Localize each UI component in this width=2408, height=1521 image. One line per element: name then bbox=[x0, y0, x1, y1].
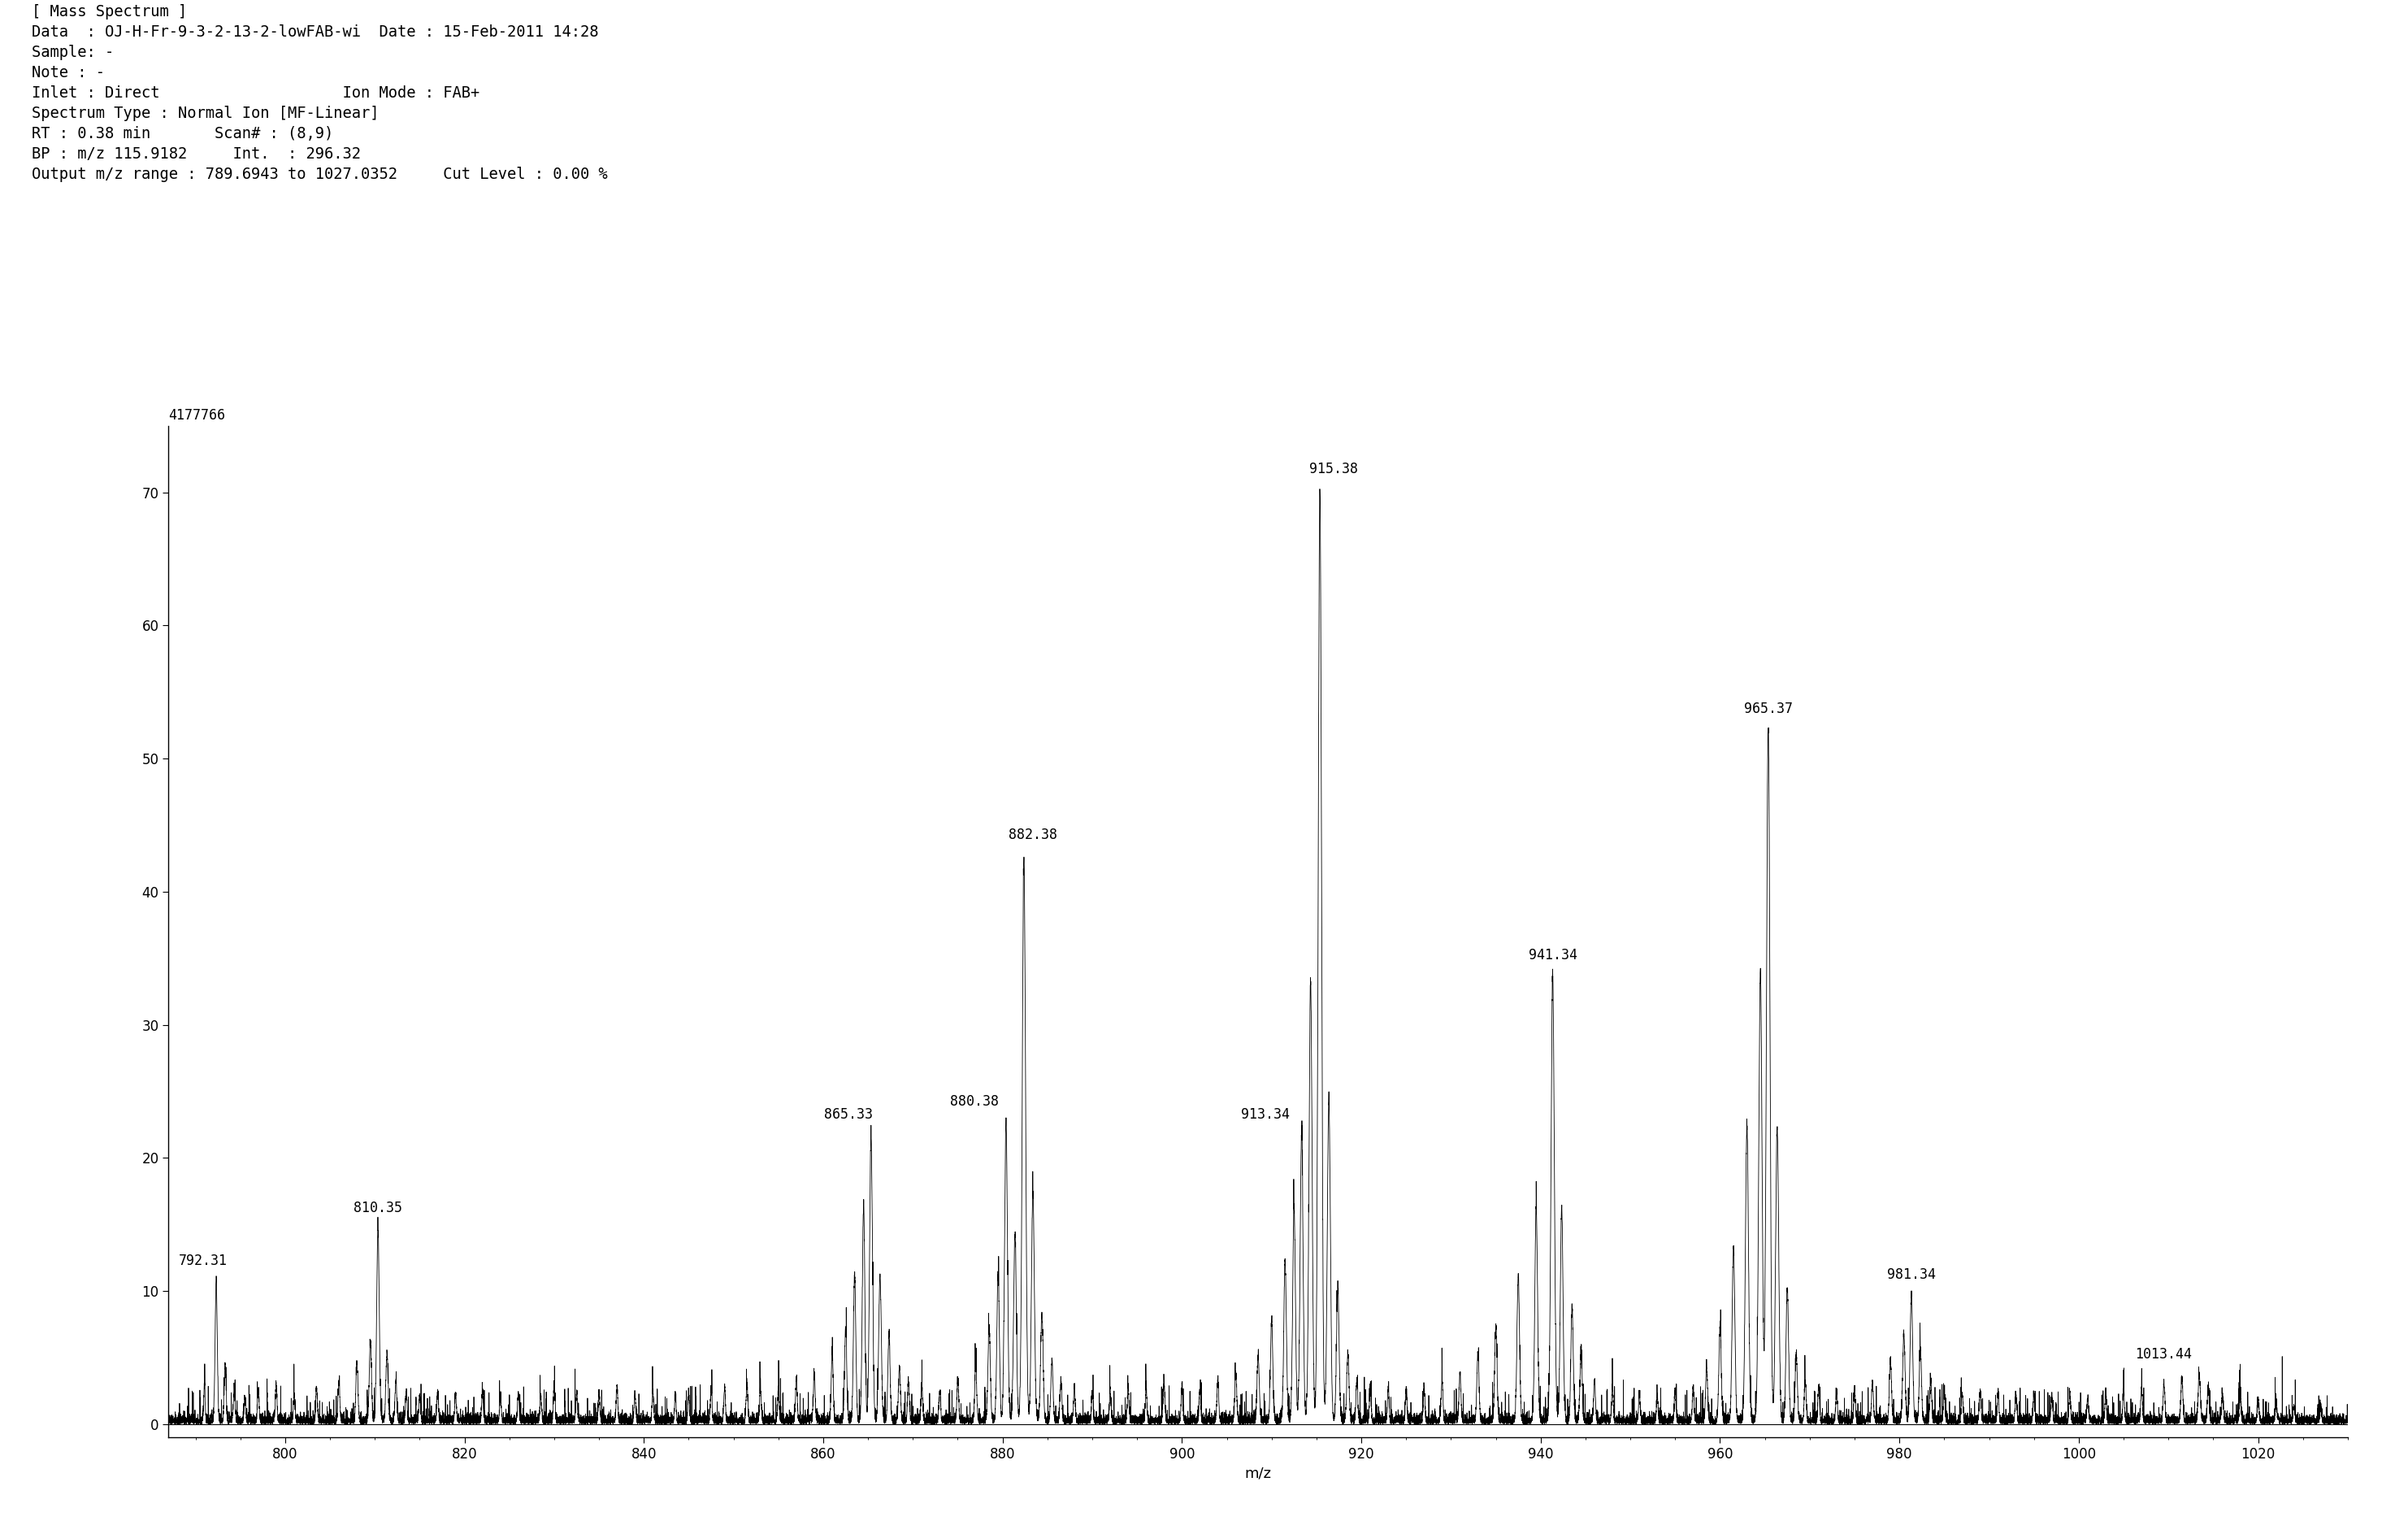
Text: 915.38: 915.38 bbox=[1310, 462, 1358, 476]
Text: 941.34: 941.34 bbox=[1529, 948, 1577, 963]
Text: 4177766: 4177766 bbox=[169, 408, 226, 423]
Text: [ Mass Spectrum ]
Data  : OJ-H-Fr-9-3-2-13-2-lowFAB-wi  Date : 15-Feb-2011 14:28: [ Mass Spectrum ] Data : OJ-H-Fr-9-3-2-1… bbox=[31, 5, 607, 183]
Text: 913.34: 913.34 bbox=[1243, 1107, 1291, 1122]
Text: 882.38: 882.38 bbox=[1009, 827, 1057, 843]
Text: 792.31: 792.31 bbox=[178, 1253, 226, 1269]
Text: 865.33: 865.33 bbox=[824, 1107, 874, 1122]
Text: 965.37: 965.37 bbox=[1743, 701, 1792, 716]
Text: 981.34: 981.34 bbox=[1888, 1267, 1936, 1282]
X-axis label: m/z: m/z bbox=[1245, 1466, 1271, 1481]
Text: 880.38: 880.38 bbox=[951, 1094, 999, 1109]
Text: 810.35: 810.35 bbox=[354, 1200, 402, 1215]
Text: 1013.44: 1013.44 bbox=[2136, 1348, 2191, 1361]
